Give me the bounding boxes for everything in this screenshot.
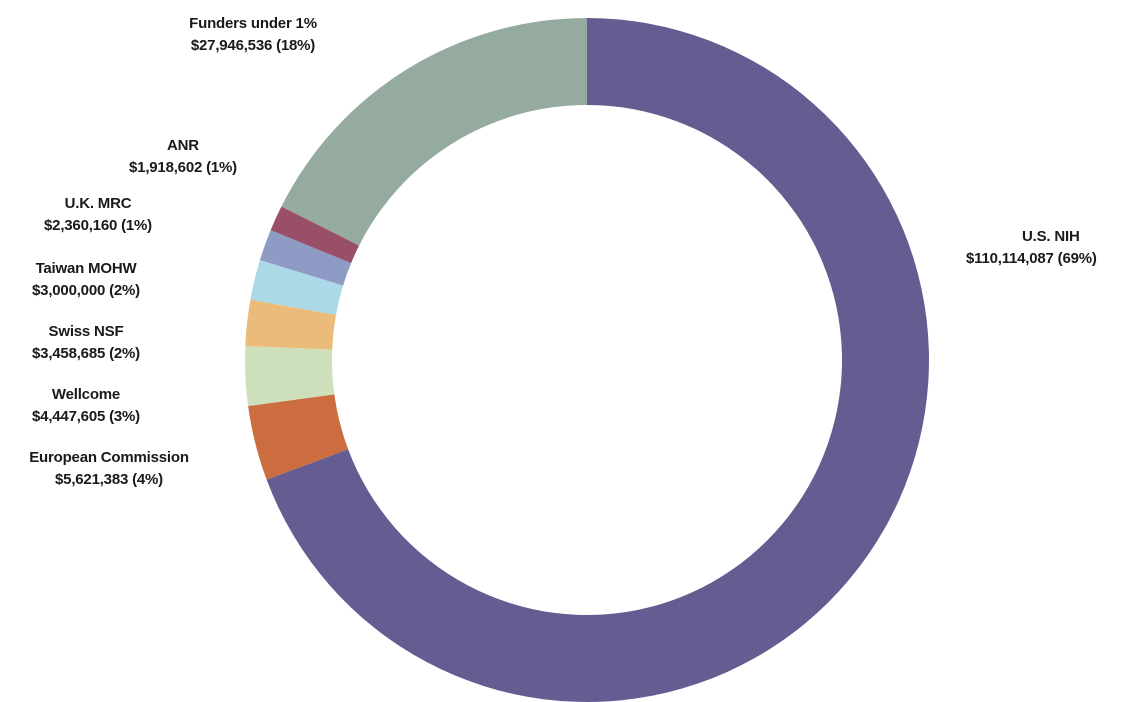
donut-slice-anr	[270, 206, 360, 264]
slice-value: $110,114,087	[966, 250, 1054, 267]
slice-percent: (3%)	[109, 408, 140, 425]
slice-label-wellcome: Wellcome $4,447,605 (3%)	[8, 384, 164, 428]
slice-label-anr: ANR $1,918,602 (1%)	[118, 135, 248, 179]
slice-name: ANR	[167, 137, 199, 154]
slice-percent: (1%)	[206, 159, 237, 176]
slice-value: $3,458,685	[32, 345, 106, 362]
slice-percent: (69%)	[1057, 250, 1097, 267]
slice-value: $4,447,605	[32, 408, 106, 425]
slice-name: Wellcome	[51, 386, 121, 403]
donut-slice-wellcome	[245, 346, 335, 407]
slice-value: $1,918,602	[129, 159, 203, 176]
slice-label-uk-mrc: U.K. MRC $2,360,160 (1%)	[22, 193, 174, 237]
donut-slice-u-k-mrc	[259, 230, 352, 286]
slice-label-swiss-nsf: Swiss NSF $3,458,685 (2%)	[8, 321, 164, 365]
donut-slice-taiwan-mohw	[250, 260, 344, 315]
slice-value: $3,000,000	[32, 282, 106, 299]
donut-slice-funders-under-1	[281, 18, 587, 246]
slice-name: Funders under 1%	[189, 15, 317, 32]
slice-value: $27,946,536	[190, 37, 273, 54]
slice-percent: (4%)	[132, 471, 163, 488]
slice-label-funders-under-1: Funders under 1% $27,946,536 (18%)	[168, 13, 338, 57]
slice-percent: (1%)	[121, 217, 152, 234]
slice-name: U.K. MRC	[64, 195, 132, 212]
slice-percent: (2%)	[109, 345, 140, 362]
slice-value: $2,360,160	[44, 217, 118, 234]
slice-percent: (18%)	[276, 37, 316, 54]
slice-name: U.S. NIH	[1022, 228, 1080, 245]
slice-label-taiwan-mohw: Taiwan MOHW $3,000,000 (2%)	[10, 258, 162, 302]
slice-value: $5,621,383	[55, 471, 129, 488]
slice-percent: (2%)	[109, 282, 140, 299]
slice-name: European Commission	[29, 449, 189, 466]
slice-label-european-commission: European Commission $5,621,383 (4%)	[18, 447, 200, 491]
donut-slice-european-commission	[248, 394, 349, 480]
donut-slice-swiss-nsf	[245, 299, 337, 350]
slice-name: Swiss NSF	[48, 323, 124, 340]
slice-name: Taiwan MOHW	[35, 260, 137, 277]
slice-label-us-nih: U.S. NIH $110,114,087 (69%)	[966, 226, 1097, 270]
